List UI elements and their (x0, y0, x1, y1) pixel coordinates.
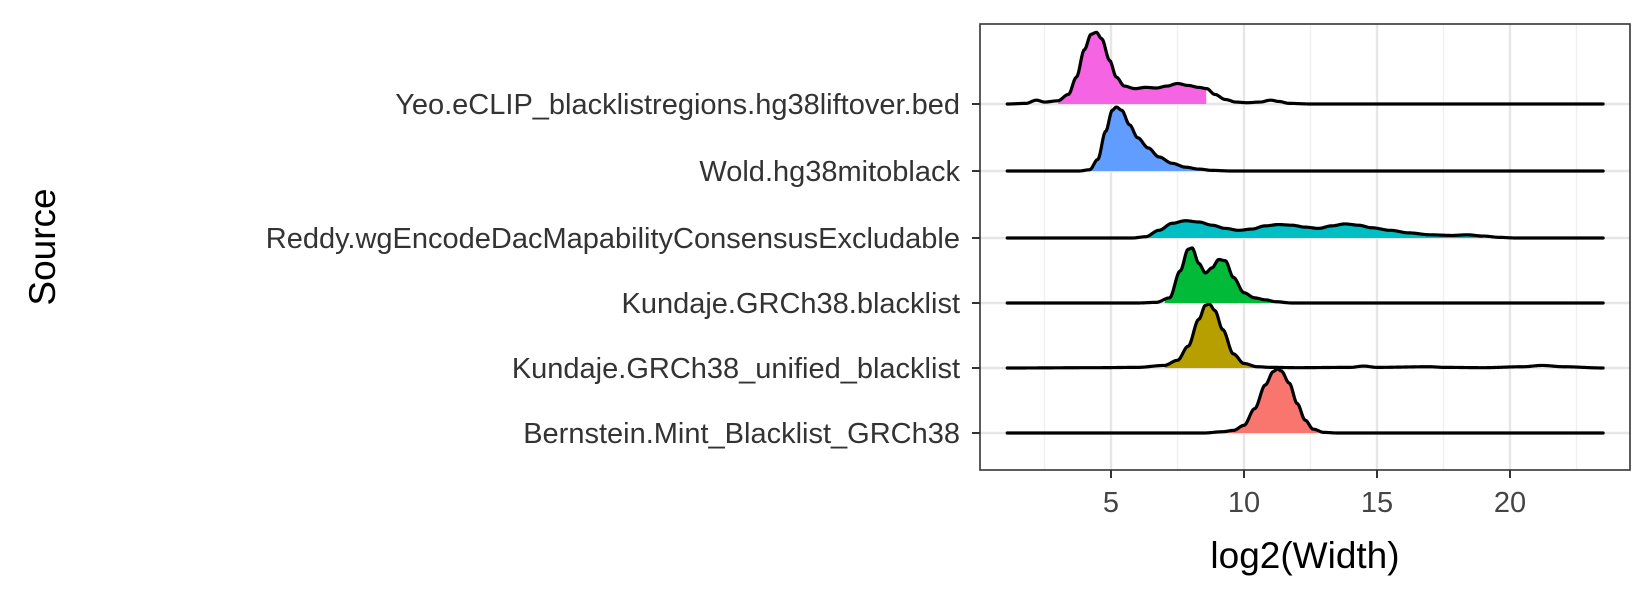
y-tick-label-2: Kundaje.GRCh38_unified_blacklist (512, 353, 960, 385)
ridge-line-2 (1005, 302, 1605, 370)
ridge-fill-2 (1164, 304, 1258, 368)
y-axis: Bernstein.Mint_Blacklist_GRCh38 Kundaje.G… (266, 89, 980, 450)
ridge-line-5 (1005, 105, 1605, 173)
x-tick-label-4: 20 (1494, 487, 1526, 519)
ridge-4 (1005, 219, 1605, 240)
ridge-fill-4 (1140, 220, 1483, 238)
y-axis-title: Source (22, 188, 63, 305)
ridge-5 (1005, 105, 1605, 173)
y-tick-label-1: Bernstein.Mint_Blacklist_GRCh38 (523, 418, 960, 450)
ridge-2 (1005, 302, 1605, 370)
ridge-fill-3 (1164, 248, 1276, 303)
x-tick-label-2: 10 (1228, 487, 1260, 519)
ridge-fill-1 (1223, 369, 1318, 433)
ridge-line-3 (1005, 246, 1605, 305)
plot-panel-border (979, 23, 1631, 471)
y-tick-label-4: Reddy.wgEncodeDacMapabilityConsensusExcl… (266, 223, 960, 255)
y-tick-label-3: Kundaje.GRCh38.blacklist (621, 288, 960, 320)
x-tick-label-3: 15 (1361, 487, 1393, 519)
ridge-fill-5 (1090, 107, 1207, 171)
ridge-3 (1005, 246, 1605, 305)
x-tick-label-1: 5 (1103, 487, 1119, 519)
ridge-line-1 (1005, 367, 1605, 435)
y-tick-label-5: Wold.hg38mitoblack (699, 156, 960, 188)
y-tick-label-6: Yeo.eCLIP_blacklistregions.hg38liftover.… (395, 89, 960, 121)
ridge-6 (1005, 30, 1605, 106)
x-axis: 5 10 15 20 (1103, 470, 1526, 519)
ridges (1005, 30, 1605, 435)
ridge-line-4 (1005, 219, 1605, 240)
x-axis-title: log2(Width) (1210, 535, 1399, 576)
ridge-1 (1005, 367, 1605, 435)
ridge-line-6 (1005, 30, 1605, 106)
